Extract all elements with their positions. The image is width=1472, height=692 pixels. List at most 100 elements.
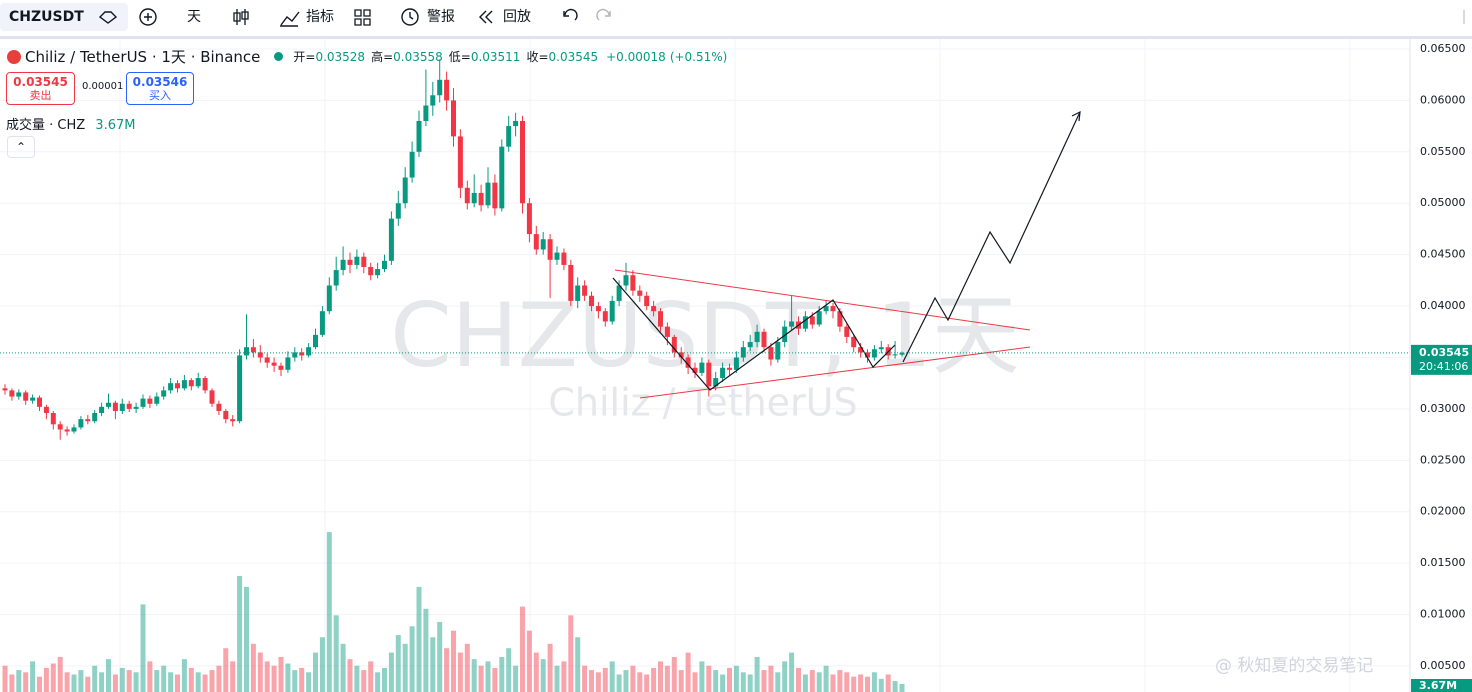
candle-body [306, 347, 312, 356]
candle-body [313, 334, 318, 348]
volume-bar [23, 672, 29, 692]
indicators[interactable]: 指标 [306, 9, 334, 25]
volume-bar [602, 667, 608, 692]
candle-body [16, 392, 22, 397]
add-icon-plus [144, 13, 152, 21]
volume-bar [871, 672, 877, 692]
symbol-box[interactable] [0, 3, 128, 31]
candle-body [43, 406, 49, 414]
volume-bar [299, 667, 305, 692]
coin-logo [7, 49, 21, 64]
replay-icon[interactable] [479, 10, 493, 24]
candle-body [609, 300, 615, 322]
y-tick-label: 0.06500 [1420, 42, 1466, 55]
volume-bar [216, 665, 222, 692]
buy-label: 买入 [149, 89, 171, 102]
volume-bar [423, 608, 429, 692]
y-tick-label: 0.05000 [1420, 196, 1466, 209]
change: +0.00018 [606, 49, 666, 64]
volume-bar [264, 661, 270, 692]
volume-bar [637, 672, 643, 692]
credit: @ 秋知夏的交易笔记 [1215, 656, 1373, 676]
volume-bar [181, 659, 187, 692]
redo-icon[interactable] [596, 8, 611, 21]
y-tick-label: 0.02000 [1420, 505, 1466, 518]
candle-icon[interactable] [233, 9, 249, 25]
volume-bar [575, 637, 581, 692]
ohlc-value: 0.03545 [548, 50, 599, 64]
volume-bar [382, 667, 387, 692]
candle-body [2, 388, 8, 391]
alert[interactable]: 警报 [427, 9, 455, 25]
toolbar-border [0, 36, 1472, 39]
candle-body [727, 367, 732, 370]
undo-icon[interactable] [563, 8, 578, 21]
watermark: CHZUSDT, 1天 [390, 284, 1020, 387]
volume-bar [375, 672, 381, 692]
replay[interactable]: 回放 [503, 9, 531, 25]
candle-body [816, 311, 822, 325]
last-price: 0.03545 [1419, 346, 1469, 359]
y-tick-label: 0.01500 [1420, 556, 1466, 569]
indicator-icon[interactable] [280, 11, 300, 27]
add-icon[interactable] [139, 8, 157, 26]
candle-body [747, 342, 753, 348]
candle-body [106, 402, 111, 407]
y-tick-label: 0.04000 [1420, 299, 1466, 312]
volume-bar [230, 661, 236, 692]
volume-bar [354, 665, 360, 692]
alert-icon[interactable] [401, 8, 419, 26]
legend-title: Chiliz / TetherUS · 1天 · Binance [25, 48, 261, 66]
ohlc-value: 0.03528 [315, 50, 366, 64]
collapse-button[interactable]: ⌃ [7, 136, 35, 158]
candle-body [99, 406, 105, 414]
candle-body [554, 252, 560, 260]
candle-body [92, 413, 98, 422]
volume-bar [244, 586, 249, 692]
volume-bar [209, 670, 215, 692]
sell-button[interactable]: 0.03545 卖出 [6, 72, 75, 105]
symbol[interactable]: CHZUSDT [9, 9, 84, 25]
triangle-lower[interactable] [639, 346, 1031, 399]
symbol-icon[interactable] [98, 11, 118, 24]
candle-body [347, 259, 353, 265]
candle-body [664, 326, 670, 337]
wave-path[interactable] [612, 277, 896, 391]
candle-body [685, 357, 691, 368]
volume-bar [154, 670, 160, 692]
layout-icon[interactable] [354, 9, 371, 26]
candle-body [9, 390, 15, 397]
candle-body [395, 203, 401, 219]
interval[interactable]: 天 [187, 9, 201, 25]
volume-bar [837, 670, 843, 692]
candle-body [540, 239, 546, 250]
volume-bar [630, 665, 636, 692]
candle-body [733, 357, 739, 370]
volume-bar [692, 672, 698, 692]
candle-body [112, 402, 118, 411]
candle-body [782, 326, 788, 343]
candle-body [623, 275, 629, 286]
status-dot [274, 52, 284, 61]
candle-body [651, 306, 657, 312]
candle-body [57, 424, 63, 430]
candle-body [506, 126, 512, 147]
volume-bar [119, 667, 125, 692]
volume-bar [285, 663, 291, 692]
ohlc-label: 开= [293, 50, 316, 64]
buy-button[interactable]: 0.03546 买入 [126, 72, 194, 105]
triangle-upper[interactable] [614, 269, 1031, 331]
volume-bar [506, 648, 512, 692]
candle-body [492, 182, 498, 209]
candle-body [478, 192, 484, 206]
volume-bar [37, 676, 42, 692]
volume-title: 成交量 · CHZ [6, 118, 86, 133]
candle-body [264, 357, 270, 363]
candle-body [140, 398, 146, 407]
ohlc-item: 低=0.03511 [449, 48, 521, 65]
candle-body [533, 234, 539, 250]
volume-bar [830, 674, 836, 692]
volume-bar [457, 652, 463, 692]
projection-path[interactable] [902, 111, 1081, 363]
